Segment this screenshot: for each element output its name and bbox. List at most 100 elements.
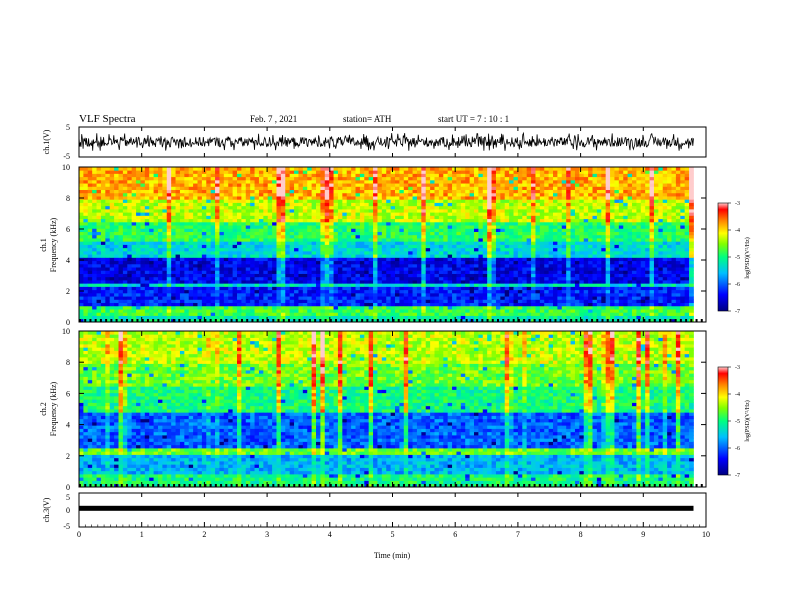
ch1-spectrogram-cell: [219, 231, 225, 236]
ch1-spectrogram-cell: [289, 270, 295, 274]
ch1-spectrogram-cell: [280, 299, 286, 304]
ch1-spectrogram-cell: [351, 215, 356, 220]
ch1-spectrogram-cell: [118, 312, 124, 316]
ch1-spectrogram-cell: [175, 170, 181, 174]
ch1-spectrogram-cell: [412, 296, 418, 300]
ch1-spectrogram-cell: [469, 244, 475, 249]
ch1-spectrogram-cell: [474, 176, 479, 181]
ch1-spectrogram-cell: [434, 273, 440, 278]
ch1-spectrogram-cell: [118, 283, 124, 287]
ch1-spectrogram-cell: [500, 238, 506, 242]
ch1-spectrogram-cell: [267, 202, 273, 207]
ch1-spectrogram-cell: [316, 205, 321, 210]
ch1-spectrogram-cell: [474, 260, 479, 265]
ch1-spectrogram-cell: [237, 205, 242, 210]
ch1-spectrogram-cell: [416, 179, 422, 184]
ch1-spectrogram-cell: [184, 254, 190, 258]
ch1-spectrogram-cell: [201, 218, 207, 223]
ch1-spectrogram-cell: [302, 218, 308, 223]
ch1-spectrogram-cell: [346, 309, 352, 313]
ch1-spectrogram-cell: [482, 260, 488, 265]
ch1-spectrogram-cell: [333, 189, 339, 194]
ch1-spectrogram-cell: [447, 173, 453, 178]
ch1-spectrogram-cell: [381, 196, 387, 200]
ch1-spectrogram-cell: [425, 244, 431, 249]
ch1-spectrogram-cell: [373, 254, 378, 258]
ch1-spectrogram-cell: [403, 305, 409, 310]
ch1-spectrogram-cell: [158, 215, 163, 220]
ch1-spectrogram-cell: [298, 247, 304, 252]
ch1-spectrogram-cell: [482, 179, 488, 184]
ch1-spectrogram-cell: [215, 292, 220, 297]
ch1-spectrogram-cell: [258, 238, 264, 242]
ch1-spectrogram-cell: [324, 280, 330, 284]
ch1-spectrogram-cell: [333, 292, 339, 297]
ch1-spectrogram-cell: [465, 280, 471, 284]
ch1-spectrogram-cell: [100, 257, 106, 262]
ch1-spectrogram-cell: [346, 218, 352, 223]
ch1-spectrogram-cell: [320, 263, 326, 268]
ch1-spectrogram-cell: [522, 221, 528, 226]
ch1-spectrogram-cell: [316, 176, 321, 181]
ch1-spectrogram-cell: [254, 250, 260, 255]
ch1-spectrogram-cell: [487, 167, 492, 171]
ch1-spectrogram-cell: [87, 250, 93, 255]
ch1-spectrogram-cell: [184, 280, 190, 284]
ch1-spectrogram-cell: [337, 199, 343, 203]
ch1-spectrogram-cell: [144, 305, 150, 310]
ch1-spectrogram-cell: [329, 202, 334, 207]
ch1-spectrogram-cell: [122, 309, 128, 313]
ch1-spectrogram-cell: [105, 192, 111, 197]
ch1-spectrogram-cell: [434, 260, 440, 265]
ch1-spectrogram-cell: [443, 247, 449, 252]
ch1-spectrogram-cell: [171, 192, 176, 197]
ch1-spectrogram-cell: [118, 292, 124, 297]
ch1-spectrogram-cell: [359, 286, 365, 291]
ch1-spectrogram-cell: [127, 299, 133, 304]
ch1-spectrogram-cell: [495, 267, 501, 271]
ch1-spectrogram-cell: [280, 260, 286, 265]
ch1-spectrogram-cell: [263, 273, 269, 278]
ch1-spectrogram-cell: [316, 280, 321, 284]
ch1-spectrogram-cell: [109, 315, 115, 320]
ch1-spectrogram-cell: [131, 234, 137, 239]
ch1-spectrogram-cell: [105, 183, 111, 187]
ch1-spectrogram-cell: [83, 286, 89, 291]
ch1-spectrogram-cell: [263, 270, 269, 274]
ch1-spectrogram-cell: [118, 192, 124, 197]
ch1-spectrogram-cell: [364, 183, 370, 187]
ch1-spectrogram-cell: [272, 215, 277, 220]
ch1-spectrogram-cell: [149, 267, 155, 271]
ch1-spectrogram-cell: [193, 263, 198, 268]
ch1-spectrogram-cell: [237, 273, 242, 278]
ch1-spectrogram-cell: [482, 186, 488, 191]
ch1-spectrogram-cell: [175, 247, 181, 252]
ch1-spectrogram-cell: [403, 208, 409, 213]
ch1-spectrogram-cell: [298, 254, 304, 258]
ch1-spectrogram-cell: [307, 202, 313, 207]
ch1-spectrogram-cell: [355, 315, 361, 320]
ch1-spectrogram-cell: [443, 212, 449, 216]
ch1-spectrogram-cell: [346, 273, 352, 278]
ch1-spectrogram-cell: [263, 309, 269, 313]
ch1-spectrogram-cell: [193, 257, 198, 262]
ch1-spectrogram-cell: [166, 192, 172, 197]
ch1-spectrogram-cell: [285, 167, 291, 171]
ch1-spectrogram-cell: [193, 292, 198, 297]
ch1-spectrogram-cell: [456, 260, 462, 265]
ch1-spectrogram-cell: [245, 305, 251, 310]
ch1-spectrogram-cell: [399, 212, 405, 216]
ch1-spectrogram-cell: [210, 280, 216, 284]
ch1-spectrogram-cell: [289, 215, 295, 220]
ch1-spectrogram-cell: [522, 276, 528, 281]
ch1-spectrogram-cell: [298, 296, 304, 300]
ch1-spectrogram-cell: [377, 167, 383, 171]
ch1-spectrogram-cell: [87, 276, 93, 281]
ch1-spectrogram-cell: [438, 218, 444, 223]
ch1-spectrogram-cell: [355, 167, 361, 171]
ch1-spectrogram-cell: [452, 309, 457, 313]
ch1-spectrogram-cell: [215, 302, 220, 307]
ch1-spectrogram-cell: [83, 225, 89, 229]
ch1-spectrogram-cell: [329, 267, 334, 271]
ch1-spectrogram-cell: [158, 231, 163, 236]
